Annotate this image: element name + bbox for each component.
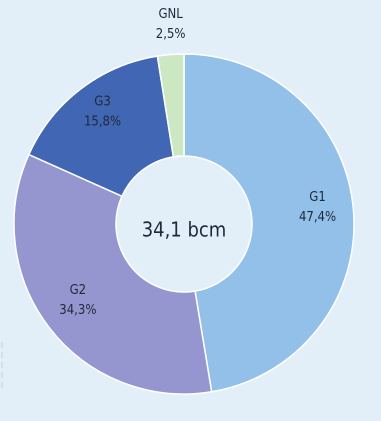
edge-mark — [1, 362, 3, 368]
center-total-label: 34,1 bcm — [142, 218, 227, 242]
slice-value-g1: 47,4% — [299, 210, 336, 225]
slice-name-g1: G1 — [309, 190, 326, 205]
slice-g2 — [13, 153, 213, 395]
slice-value-g2: 34,3% — [59, 303, 96, 318]
slice-name-g2: G2 — [70, 283, 87, 298]
edge-mark — [1, 372, 3, 378]
slice-g3 — [27, 55, 175, 198]
slice-value-gnl: 2,5% — [156, 27, 186, 42]
donut-slices — [13, 53, 355, 395]
edge-mark — [1, 382, 3, 388]
slice-gnl — [156, 53, 185, 158]
edge-mark — [1, 342, 3, 348]
slice-labels: G1 47,4% G2 34,3% G3 15,8% GNL 2,5% — [59, 7, 336, 318]
slice-value-g3: 15,8% — [84, 115, 121, 130]
edge-mark — [1, 352, 3, 358]
slice-g1 — [183, 53, 355, 393]
slice-name-g3: G3 — [94, 95, 111, 110]
slice-name-gnl: GNL — [158, 7, 183, 22]
